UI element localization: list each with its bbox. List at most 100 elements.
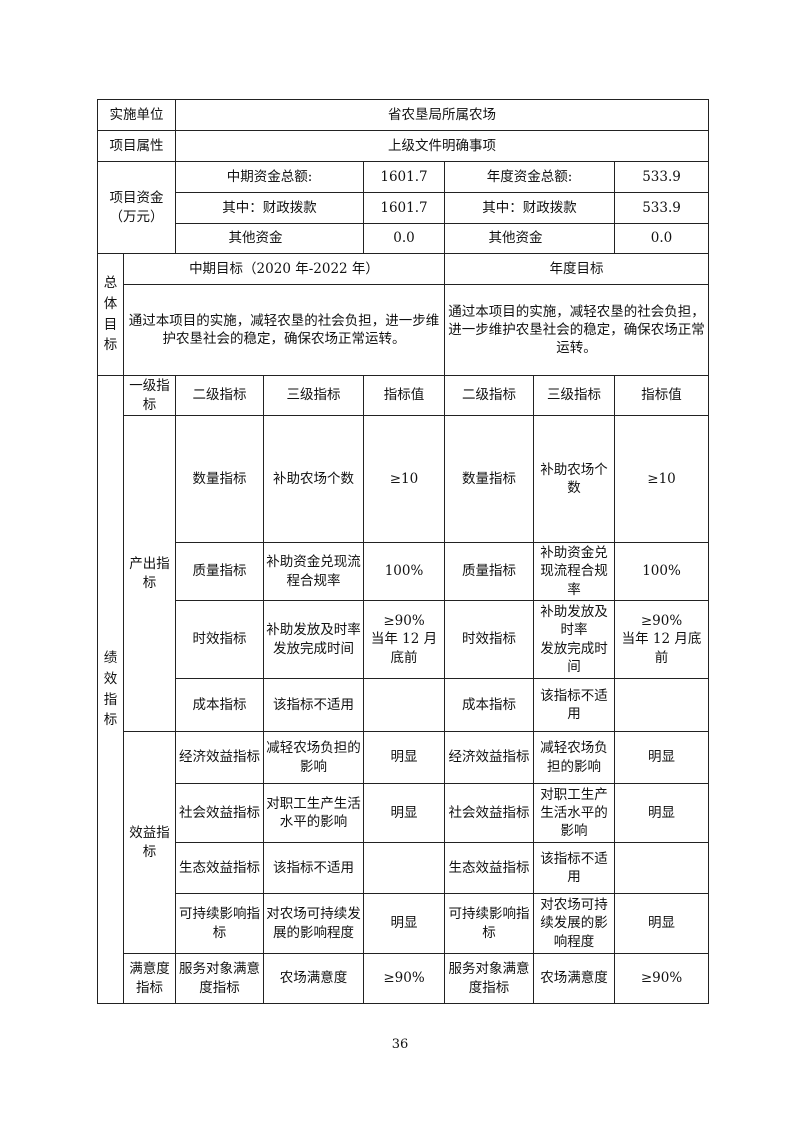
indicator-row: 质量指标 补助资金兑现流程合规率 100% 质量指标 补助资金兑现流程合规率 100%: [98, 542, 710, 601]
indicator-row: 成本指标 该指标不适用 成本指标 该指标不适用: [98, 678, 710, 732]
funding-fiscal-row: 其中：财政拨款 1601.7 其中：财政拨款 533.9: [98, 192, 710, 224]
mid-fiscal-value: 1601.7: [363, 192, 445, 224]
level1-indicator: 满意度指标: [123, 953, 176, 1004]
year-level3-indicator: 补助资金兑现流程合规率: [533, 542, 615, 601]
year-level2-indicator: 数量指标: [444, 415, 534, 543]
year-indicator-value: 明显: [613, 893, 710, 954]
year-level2-indicator: 社会效益指标: [444, 783, 534, 843]
level2-indicator: 时效指标: [175, 600, 264, 679]
level3-indicator: 农场满意度: [263, 953, 364, 1004]
performance-header-row: 绩效指标 一级指标 二级指标 三级指标 指标值 二级指标 三级指标 指标值: [97, 375, 710, 1004]
year-fiscal-label: 其中：财政拨款: [444, 192, 615, 224]
indicator-value: ≥90%: [363, 953, 445, 1004]
level1-indicator: 产出指标: [123, 415, 176, 732]
header-level2-mid: 二级指标: [175, 375, 264, 416]
level2-indicator: 经济效益指标: [175, 731, 264, 784]
year-level2-indicator: 成本指标: [444, 678, 534, 732]
year-indicator-value: 100%: [613, 542, 710, 601]
year-indicator-value: ≥90% 当年 12 月底前: [613, 600, 710, 679]
header-level3-mid: 三级指标: [263, 375, 364, 416]
unit-label: 实施单位: [97, 99, 176, 131]
indicator-row: 生态效益指标 该指标不适用 生态效益指标 该指标不适用: [98, 842, 710, 894]
project-performance-table: 实施单位 省农垦局所属农场 项目属性 上级文件明确事项 项目资金 （万元） 中期…: [97, 99, 710, 1004]
year-level3-indicator: 补助发放及时率 发放完成时间: [533, 600, 615, 679]
funding-label: 项目资金 （万元）: [97, 161, 176, 254]
goals-header-row: 总体目标 中期目标（2020 年-2022 年） 年度目标: [97, 253, 710, 376]
year-fiscal-value: 533.9: [613, 192, 710, 224]
mid-total-value: 1601.7: [363, 161, 445, 193]
mid-total-label: 中期资金总额:: [175, 161, 364, 193]
unit-value: 省农垦局所属农场: [174, 99, 710, 131]
header-level1: 一级指标: [123, 375, 176, 416]
level2-indicator: 成本指标: [175, 678, 264, 732]
year-other-value: 0.0: [613, 223, 710, 254]
year-indicator-value: ≥10: [613, 415, 710, 543]
level2-indicator: 数量指标: [175, 415, 264, 543]
level2-indicator: 社会效益指标: [175, 783, 264, 843]
level3-indicator: 补助资金兑现流程合规率: [263, 542, 364, 601]
year-level3-indicator: 该指标不适用: [533, 678, 615, 732]
attr-row: 项目属性 上级文件明确事项: [97, 130, 710, 162]
attr-label: 项目属性: [97, 130, 176, 162]
year-level3-indicator: 对职工生产生活水平的影响: [533, 783, 615, 843]
year-indicator-value: 明显: [613, 783, 710, 843]
indicator-row: 社会效益指标 对职工生产生活水平的影响 明显 社会效益指标 对职工生产生活水平的影响 明显: [98, 783, 710, 843]
level3-indicator: 减轻农场负担的影响: [263, 731, 364, 784]
year-level3-indicator: 减轻农场负担的影响: [533, 731, 615, 784]
mid-goal-header: 中期目标（2020 年-2022 年）: [123, 253, 445, 285]
header-value-year: 指标值: [613, 375, 710, 416]
goals-label-text: 总体目标: [103, 274, 118, 354]
mid-fiscal-label: 其中：财政拨款: [175, 192, 364, 224]
level3-indicator: 补助发放及时率 发放完成时间: [263, 600, 364, 679]
year-other-label: 其他资金: [444, 223, 615, 254]
page-number: 36: [391, 1037, 409, 1052]
performance-label-text: 绩效指标: [103, 649, 118, 729]
indicator-value: ≥10: [363, 415, 445, 543]
indicator-row: 效益指标 经济效益指标 减轻农场负担的影响 明显 经济效益指标 减轻农场负担的影响 明显: [98, 731, 710, 954]
level3-indicator: 该指标不适用: [263, 678, 364, 732]
level1-indicator: 效益指标: [123, 731, 176, 954]
indicator-value: 明显: [363, 731, 445, 784]
year-indicator-value: ≥90%: [613, 953, 710, 1004]
unit-row: 实施单位 省农垦局所属农场: [97, 99, 710, 131]
year-level2-indicator: 服务对象满意度指标: [444, 953, 534, 1004]
performance-label: 绩效指标: [97, 375, 124, 1004]
year-level2-indicator: 生态效益指标: [444, 842, 534, 894]
level2-indicator: 服务对象满意度指标: [175, 953, 264, 1004]
indicator-value: [363, 842, 445, 894]
year-level3-indicator: 农场满意度: [533, 953, 615, 1004]
indicator-row: 满意度指标 服务对象满意度指标 农场满意度 ≥90% 服务对象满意度指标 农场满意度 ≥90…: [98, 953, 710, 1004]
mid-goal-text: 通过本项目的实施，减轻农垦的社会负担，进一步维护农垦社会的稳定，确保农场正常运转…: [123, 284, 445, 376]
year-goal-header: 年度目标: [443, 253, 710, 285]
goals-text-row: 通过本项目的实施，减轻农垦的社会负担，进一步维护农垦社会的稳定，确保农场正常运转…: [98, 284, 710, 376]
year-level3-indicator: 该指标不适用: [533, 842, 615, 894]
header-level2-year: 二级指标: [444, 375, 534, 416]
year-indicator-value: 明显: [613, 731, 710, 784]
year-level3-indicator: 对农场可持续发展的影响程度: [533, 893, 615, 954]
level3-indicator: 补助农场个数: [263, 415, 364, 543]
year-level2-indicator: 可持续影响指标: [444, 893, 534, 954]
mid-other-label: 其他资金: [175, 223, 364, 254]
indicator-value: 100%: [363, 542, 445, 601]
indicator-row: 产出指标 数量指标 补助农场个数 ≥10 数量指标 补助农场个数 ≥10: [98, 415, 710, 732]
mid-other-value: 0.0: [363, 223, 445, 254]
header-value-mid: 指标值: [363, 375, 445, 416]
level2-indicator: 生态效益指标: [175, 842, 264, 894]
year-total-label: 年度资金总额:: [444, 161, 615, 193]
indicator-value: ≥90% 当年 12 月底前: [363, 600, 445, 679]
year-level3-indicator: 补助农场个数: [533, 415, 615, 543]
header-level3-year: 三级指标: [533, 375, 615, 416]
indicator-value: [363, 678, 445, 732]
funding-total-row: 项目资金 （万元） 中期资金总额: 1601.7 年度资金总额: 533.9: [97, 161, 710, 254]
year-indicator-value: [613, 842, 710, 894]
year-goal-text: 通过本项目的实施，减轻农垦的社会负担，进一步维护农垦社会的稳定，确保农场正常运转…: [443, 284, 710, 376]
level2-indicator: 可持续影响指标: [175, 893, 264, 954]
indicator-value: 明显: [363, 783, 445, 843]
year-level2-indicator: 时效指标: [444, 600, 534, 679]
goals-label: 总体目标: [97, 253, 124, 376]
funding-other-row: 其他资金 0.0 其他资金 0.0: [98, 223, 710, 254]
level3-indicator: 该指标不适用: [263, 842, 364, 894]
year-indicator-value: [613, 678, 710, 732]
attr-value: 上级文件明确事项: [174, 130, 710, 162]
indicator-row: 可持续影响指标 对农场可持续发展的影响程度 明显 可持续影响指标 对农场可持续发展的影响…: [98, 893, 710, 954]
